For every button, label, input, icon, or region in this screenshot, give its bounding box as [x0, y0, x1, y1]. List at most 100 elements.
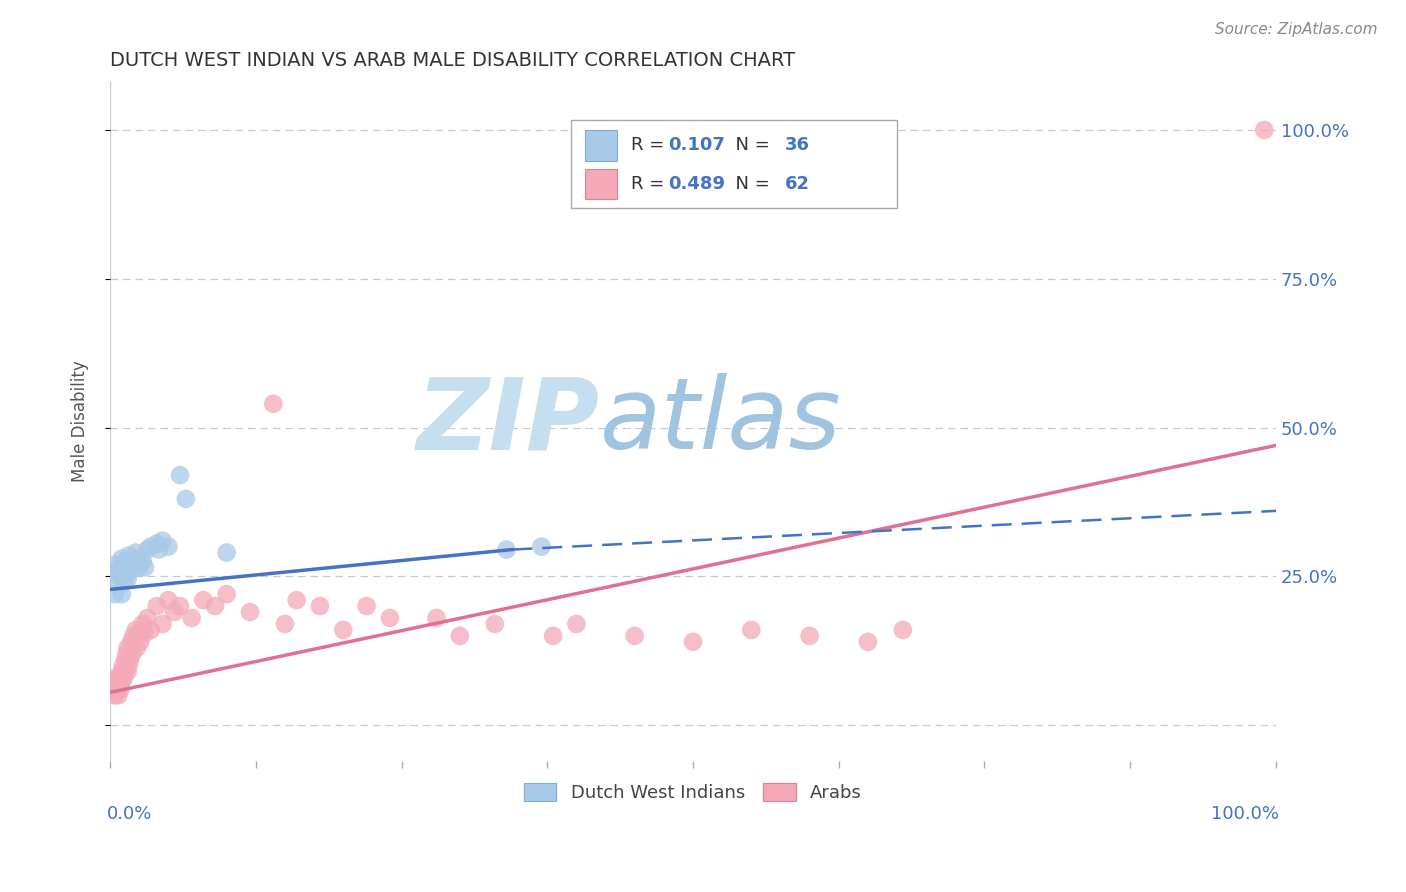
Text: 0.489: 0.489: [668, 175, 725, 194]
Point: [103, 682, 125, 697]
Point: [449, 629, 471, 643]
Text: atlas: atlas: [600, 373, 841, 470]
Point: [356, 599, 378, 613]
Point: [118, 560, 141, 574]
Point: [127, 551, 149, 566]
Point: [104, 558, 127, 572]
FancyBboxPatch shape: [571, 120, 897, 208]
Legend: Dutch West Indians, Arabs: Dutch West Indians, Arabs: [517, 776, 869, 809]
Point: [108, 671, 131, 685]
Point: [104, 676, 127, 690]
Point: [139, 540, 162, 554]
Point: [120, 635, 142, 649]
Text: R =: R =: [631, 175, 671, 194]
Text: 0.107: 0.107: [668, 136, 725, 154]
Point: [332, 623, 354, 637]
Point: [565, 616, 588, 631]
Point: [136, 542, 159, 557]
Text: DUTCH WEST INDIAN VS ARAB MALE DISABILITY CORRELATION CHART: DUTCH WEST INDIAN VS ARAB MALE DISABILIT…: [110, 51, 796, 70]
Point: [169, 468, 191, 483]
Point: [1253, 123, 1275, 137]
Point: [104, 689, 127, 703]
Point: [163, 605, 186, 619]
Point: [112, 575, 135, 590]
Point: [105, 676, 128, 690]
Point: [115, 647, 138, 661]
Point: [425, 611, 447, 625]
Point: [180, 611, 202, 625]
Point: [107, 689, 129, 703]
Text: ZIP: ZIP: [416, 373, 600, 470]
Point: [114, 566, 136, 581]
Point: [134, 626, 156, 640]
Point: [104, 587, 127, 601]
Point: [152, 533, 174, 548]
Y-axis label: Male Disability: Male Disability: [72, 360, 89, 483]
Point: [132, 616, 155, 631]
Point: [117, 640, 139, 655]
Point: [139, 623, 162, 637]
Point: [484, 616, 506, 631]
Point: [111, 560, 134, 574]
Text: 100.0%: 100.0%: [1212, 805, 1279, 823]
Text: Source: ZipAtlas.com: Source: ZipAtlas.com: [1215, 22, 1378, 37]
Text: 62: 62: [785, 175, 810, 194]
Point: [856, 635, 879, 649]
Point: [215, 545, 238, 559]
Point: [204, 599, 226, 613]
Point: [239, 605, 262, 619]
Point: [118, 653, 141, 667]
Point: [530, 540, 553, 554]
Point: [111, 673, 134, 688]
Point: [125, 623, 148, 637]
Text: N =: N =: [724, 136, 776, 154]
Point: [114, 653, 136, 667]
Point: [118, 658, 141, 673]
Text: N =: N =: [724, 175, 776, 194]
Point: [274, 616, 297, 631]
Text: 36: 36: [785, 136, 810, 154]
Point: [541, 629, 564, 643]
Point: [132, 554, 155, 568]
Point: [117, 665, 139, 679]
Point: [110, 682, 132, 697]
Point: [169, 599, 191, 613]
Bar: [585, 130, 617, 161]
Point: [125, 545, 148, 559]
Point: [136, 611, 159, 625]
Point: [121, 647, 143, 661]
Point: [122, 558, 145, 572]
Point: [111, 665, 134, 679]
Point: [285, 593, 308, 607]
Point: [104, 682, 127, 697]
Point: [145, 536, 167, 550]
Point: [193, 593, 215, 607]
Point: [107, 682, 129, 697]
Point: [891, 623, 914, 637]
Point: [120, 563, 142, 577]
Point: [378, 611, 401, 625]
Point: [134, 560, 156, 574]
Text: R =: R =: [631, 136, 671, 154]
Point: [110, 560, 132, 574]
Point: [740, 623, 762, 637]
Point: [111, 551, 134, 566]
Point: [117, 572, 139, 586]
Point: [309, 599, 332, 613]
Point: [215, 587, 238, 601]
Point: [129, 635, 152, 649]
Text: 0.0%: 0.0%: [107, 805, 152, 823]
Point: [682, 635, 704, 649]
Point: [623, 629, 645, 643]
Point: [262, 397, 284, 411]
Point: [112, 560, 135, 574]
Point: [145, 599, 167, 613]
Bar: [585, 169, 617, 200]
Point: [157, 593, 180, 607]
Point: [121, 554, 143, 568]
Point: [118, 549, 141, 563]
Point: [495, 542, 517, 557]
Point: [157, 540, 180, 554]
Point: [152, 616, 174, 631]
Point: [112, 665, 135, 679]
